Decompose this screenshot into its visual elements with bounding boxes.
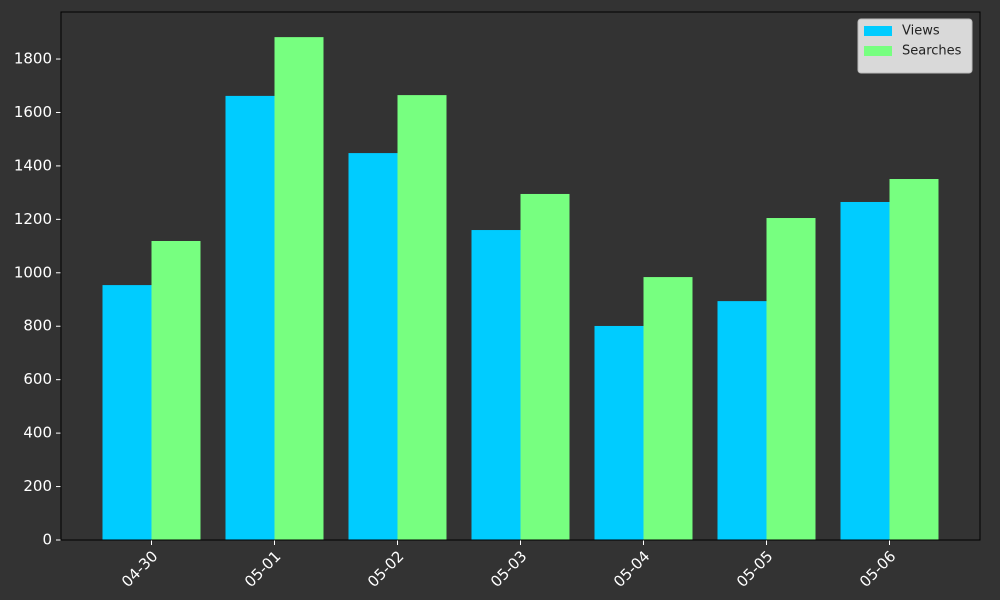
bar [520,193,570,541]
y-tick-label: 1600 [14,103,52,121]
bar [594,325,644,540]
plot-frame [60,11,981,541]
y-tick-label: 800 [23,317,52,335]
bar [348,153,398,540]
y-tick-label: 1200 [14,210,52,228]
bar [397,95,447,541]
bar [471,230,521,541]
y-tick-label: 400 [23,424,52,442]
bar [840,201,890,540]
legend-label: Views [902,24,940,39]
legend: Views Searches [857,18,973,74]
bar [766,218,816,541]
y-tick-label: 1400 [14,156,52,174]
legend-label: Searches [902,44,962,59]
bar [643,277,693,540]
y-tick-label: 0 [42,531,52,549]
bar [151,240,201,540]
legend-swatch [864,26,892,36]
y-tick-label: 200 [23,477,52,495]
bar [889,179,939,541]
bar [225,95,275,540]
y-tick-label: 1000 [14,263,52,281]
y-tick-label: 600 [23,370,52,388]
bar [274,37,324,541]
bar [717,301,767,540]
legend-swatch [864,46,892,56]
bar [102,285,152,540]
y-tick-label: 1800 [14,50,52,68]
